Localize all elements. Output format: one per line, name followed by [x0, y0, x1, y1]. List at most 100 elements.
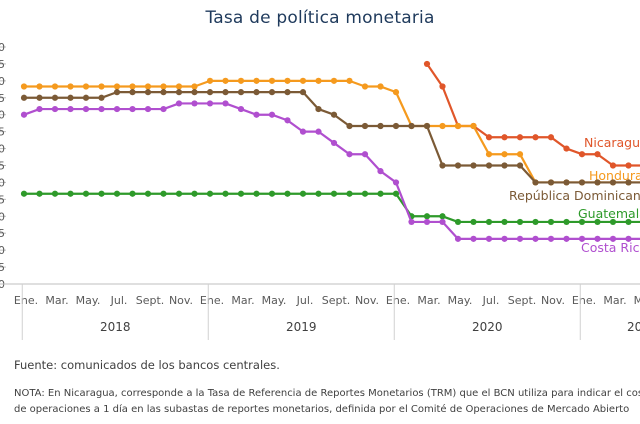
data-point [51, 105, 59, 113]
data-point [392, 190, 400, 197]
data-point [129, 83, 136, 90]
data-point [222, 77, 229, 84]
data-point [578, 218, 586, 226]
data-point [36, 94, 43, 101]
data-point [237, 190, 245, 197]
data-point [439, 162, 446, 169]
data-point [253, 77, 260, 84]
data-point [82, 105, 90, 113]
data-point [315, 77, 322, 84]
y-tick-label: 3.00 [0, 210, 5, 223]
data-point [36, 190, 43, 197]
data-point [594, 179, 601, 186]
data-point [67, 83, 74, 90]
data-point [501, 235, 508, 242]
data-point [485, 162, 493, 169]
data-point [98, 190, 105, 197]
x-tick-label: Nov. [541, 294, 565, 307]
data-point [284, 117, 291, 124]
data-point [501, 151, 508, 158]
y-tick-label: 10.50 [0, 41, 5, 54]
data-point [609, 218, 617, 226]
data-point [113, 190, 121, 197]
footnote-line-2: de operaciones a 1 día en las subastas d… [14, 404, 630, 415]
data-point [625, 162, 632, 169]
data-point [532, 134, 539, 141]
data-point [470, 122, 477, 130]
x-tick-label: May. [634, 294, 640, 307]
data-point [392, 122, 400, 130]
data-point [578, 235, 586, 242]
data-point [578, 151, 586, 158]
data-point [67, 94, 74, 101]
data-point [361, 190, 369, 197]
x-tick-label: Mar. [45, 294, 68, 307]
data-point [377, 122, 384, 130]
data-point [470, 235, 477, 242]
data-point [299, 89, 307, 96]
data-point [532, 218, 539, 226]
data-point [20, 111, 28, 118]
data-point [191, 83, 198, 90]
data-point [284, 77, 291, 84]
data-point [191, 100, 198, 107]
data-point [377, 168, 384, 175]
data-point [609, 235, 617, 242]
data-point [547, 134, 555, 141]
y-tick-label: 5.25 [0, 160, 5, 173]
data-point [330, 111, 338, 118]
data-point [160, 105, 167, 113]
data-point [237, 105, 245, 113]
data-point [268, 89, 276, 96]
data-point [454, 162, 462, 169]
data-point [315, 128, 322, 135]
x-tick-label: May. [448, 294, 473, 307]
data-point [299, 190, 307, 197]
data-point [470, 162, 477, 169]
data-point [129, 190, 136, 197]
data-point [98, 83, 105, 90]
data-point [516, 235, 524, 242]
data-point [594, 235, 601, 242]
data-point [129, 89, 136, 96]
data-point [144, 190, 152, 197]
data-point [175, 100, 183, 107]
series-label: República Dominicana [509, 188, 640, 203]
data-point [392, 179, 400, 186]
series-line-nicaragua [426, 63, 640, 167]
source-note: Fuente: comunicados de los bancos centra… [14, 358, 280, 372]
data-point [485, 151, 493, 158]
data-point [315, 190, 322, 197]
data-point [268, 190, 276, 197]
data-point [160, 190, 167, 197]
data-point [253, 89, 260, 96]
data-point [330, 77, 338, 84]
data-point [206, 89, 214, 96]
data-point [408, 122, 415, 130]
series-line-honduras [24, 79, 640, 184]
data-point [361, 151, 369, 158]
x-tick-label: Ene. [572, 294, 596, 307]
data-point [20, 94, 28, 101]
data-point [160, 83, 167, 90]
data-point [625, 218, 632, 226]
data-point [222, 100, 229, 107]
data-point [563, 179, 570, 186]
y-tick-label: 3.75 [0, 193, 5, 206]
data-point [20, 83, 28, 90]
data-point [563, 145, 570, 152]
data-point [222, 190, 229, 197]
data-point [361, 122, 369, 130]
data-point [392, 89, 400, 96]
data-point [82, 94, 90, 101]
x-tick-label: Jul. [482, 294, 500, 307]
data-point [377, 83, 384, 90]
data-point [268, 111, 276, 118]
data-point [113, 89, 121, 96]
data-point [191, 89, 198, 96]
footnote: NOTA: En Nicaragua, corresponde a la Tas… [14, 386, 640, 418]
data-point [563, 235, 570, 242]
data-point [51, 190, 59, 197]
data-point [67, 190, 74, 197]
x-tick-label: Sept. [322, 294, 351, 307]
